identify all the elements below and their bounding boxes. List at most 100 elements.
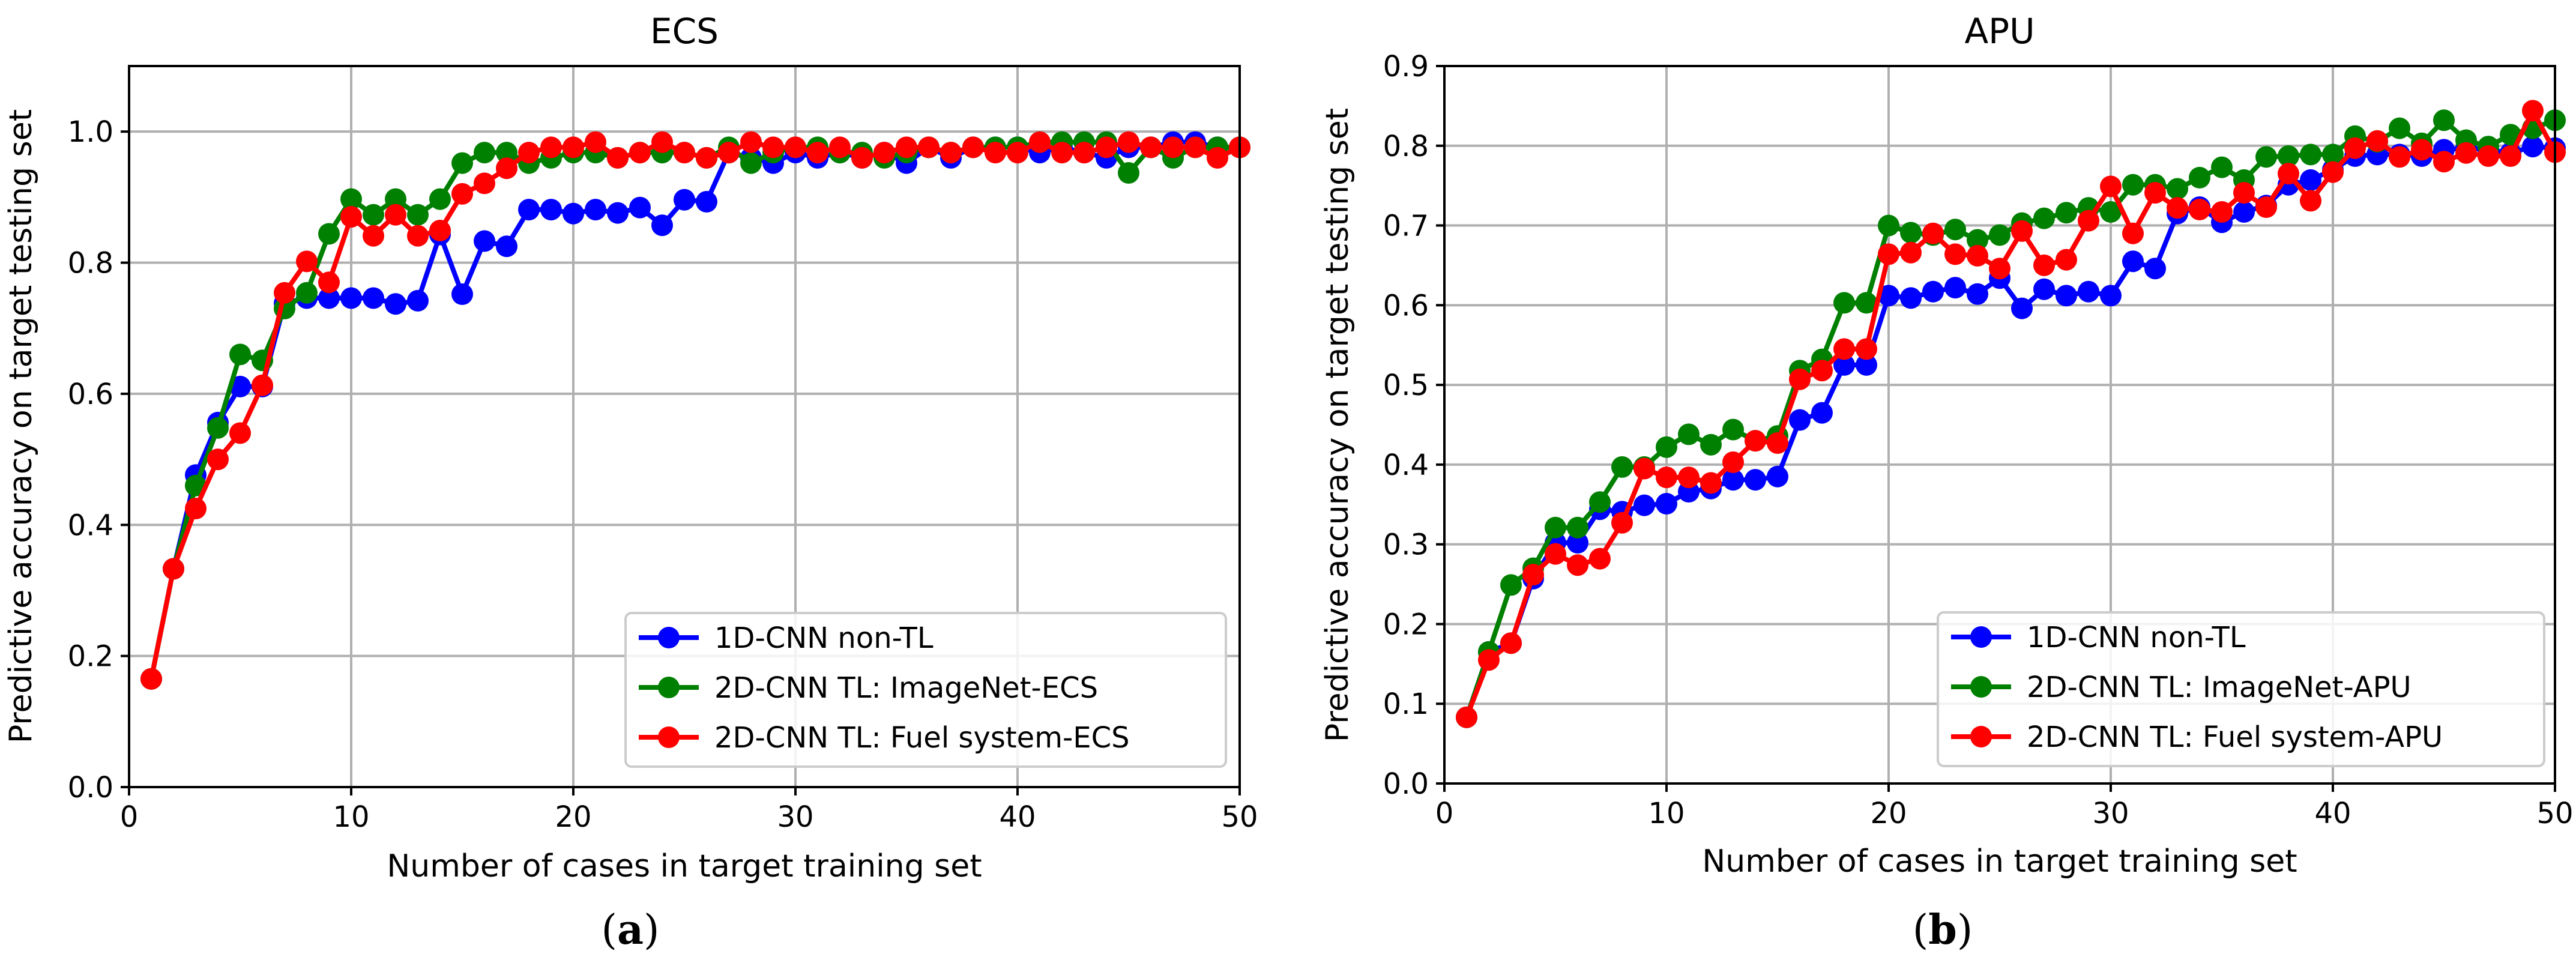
x-tick-label: 40 [999,800,1036,834]
legend-marker [658,627,680,648]
data-point [1678,466,1700,489]
data-point [229,343,251,366]
legend-entry: 1D-CNN non-TL [1951,621,2246,654]
data-point [296,282,318,304]
data-point [2211,201,2233,223]
data-point [985,142,1006,164]
data-point [1184,136,1206,158]
data-point [873,142,895,164]
y-tick-label: 0.2 [1383,608,1429,641]
data-point [1073,142,1095,164]
data-point [2344,137,2366,159]
data-point [2122,174,2144,196]
data-point [2211,156,2233,178]
data-point [629,142,651,164]
data-point [1678,423,1700,445]
data-point [1500,632,1522,654]
data-point [2433,151,2455,173]
data-point [718,142,740,164]
data-point [1611,456,1633,478]
legend-frame [624,612,1227,768]
data-point [1162,136,1184,158]
data-point [540,136,562,158]
data-point [1207,146,1228,169]
chart-ecs: 0 10 20 30 40 50 0.0 0.2 0.4 0.6 0.8 1.0 ECS Number… [3,11,1258,954]
data-point [340,206,362,228]
data-point [1633,457,1655,480]
data-point [1878,285,1899,307]
data-point [1656,493,1677,515]
data-point [2411,139,2433,161]
data-point [1922,280,1944,303]
data-point [474,142,495,164]
ticks: 0 10 20 30 40 50 0.0 0.2 0.4 0.6 0.8 1.0 [68,115,1258,834]
data-point [518,199,540,221]
data-point [1922,222,1944,244]
data-point [518,142,540,164]
data-point [1118,131,1139,153]
data-point [2478,145,2499,167]
legend-entry: 2D-CNN TL: Fuel system-ECS [639,721,1130,755]
data-point [2389,146,2410,168]
data-point [1967,283,1988,305]
y-tick-label: 0.1 [1383,687,1429,721]
data-point [2189,199,2210,220]
data-point [340,287,362,309]
data-point [2300,143,2321,166]
data-point [1811,360,1833,382]
y-tick-label: 0.8 [68,247,113,280]
legend-marker [1970,726,1992,747]
data-point [1833,338,1855,360]
data-point [607,202,629,224]
x-axis-title: Number of cases in target training set [387,848,982,884]
y-axis-title: Predictive accuracy on target testing se… [1320,108,1356,742]
data-point [740,131,762,153]
data-point [474,230,495,252]
legend-marker [1970,626,1992,648]
legend-entry: 2D-CNN TL: Fuel system-APU [1951,720,2443,754]
data-point [540,199,562,221]
x-tick-label: 30 [2092,797,2129,830]
data-point [274,282,295,304]
data-point [296,250,318,273]
data-point [1567,554,1588,576]
data-point [1856,354,1877,376]
data-point [1944,277,1966,299]
data-point [1944,219,1966,241]
data-point [2522,136,2544,158]
data-point [1722,451,1744,473]
data-point [2322,143,2344,166]
data-point [2033,278,2055,300]
data-point [1611,512,1633,534]
y-tick-label: 0.0 [68,771,113,805]
data-point [2233,182,2255,204]
data-point [1700,433,1722,456]
data-point [896,136,917,158]
data-point [2522,100,2544,122]
data-point [385,293,406,315]
y-tick-label: 0.6 [1383,289,1429,322]
data-point [1989,258,2010,280]
x-tick-label: 0 [1435,797,1454,830]
data-point [1656,466,1677,489]
data-point [607,146,629,169]
y-tick-label: 0.0 [1383,767,1429,801]
data-point [1545,543,1566,565]
axes-frame [128,65,1241,788]
panel-label-close: ) [1957,907,1973,954]
chart-apu: 0 10 20 30 40 50 0.0 0.1 0.2 0.3 0.4 0.5 0.6 0.7 0.8 0.… [1320,11,2574,954]
y-axis-title: Predictive accuracy on target testing se… [3,109,39,743]
series [140,131,1250,690]
data-point [563,202,584,225]
data-point [851,146,873,169]
data-point [1967,229,1988,251]
data-point [2167,197,2188,219]
data-point [2122,222,2144,244]
data-point [1767,432,1788,454]
data-point [651,131,673,153]
data-point [1745,469,1766,491]
data-point [585,199,606,221]
data-point [1833,292,1855,314]
data-point [318,287,340,309]
data-point [2278,145,2299,167]
